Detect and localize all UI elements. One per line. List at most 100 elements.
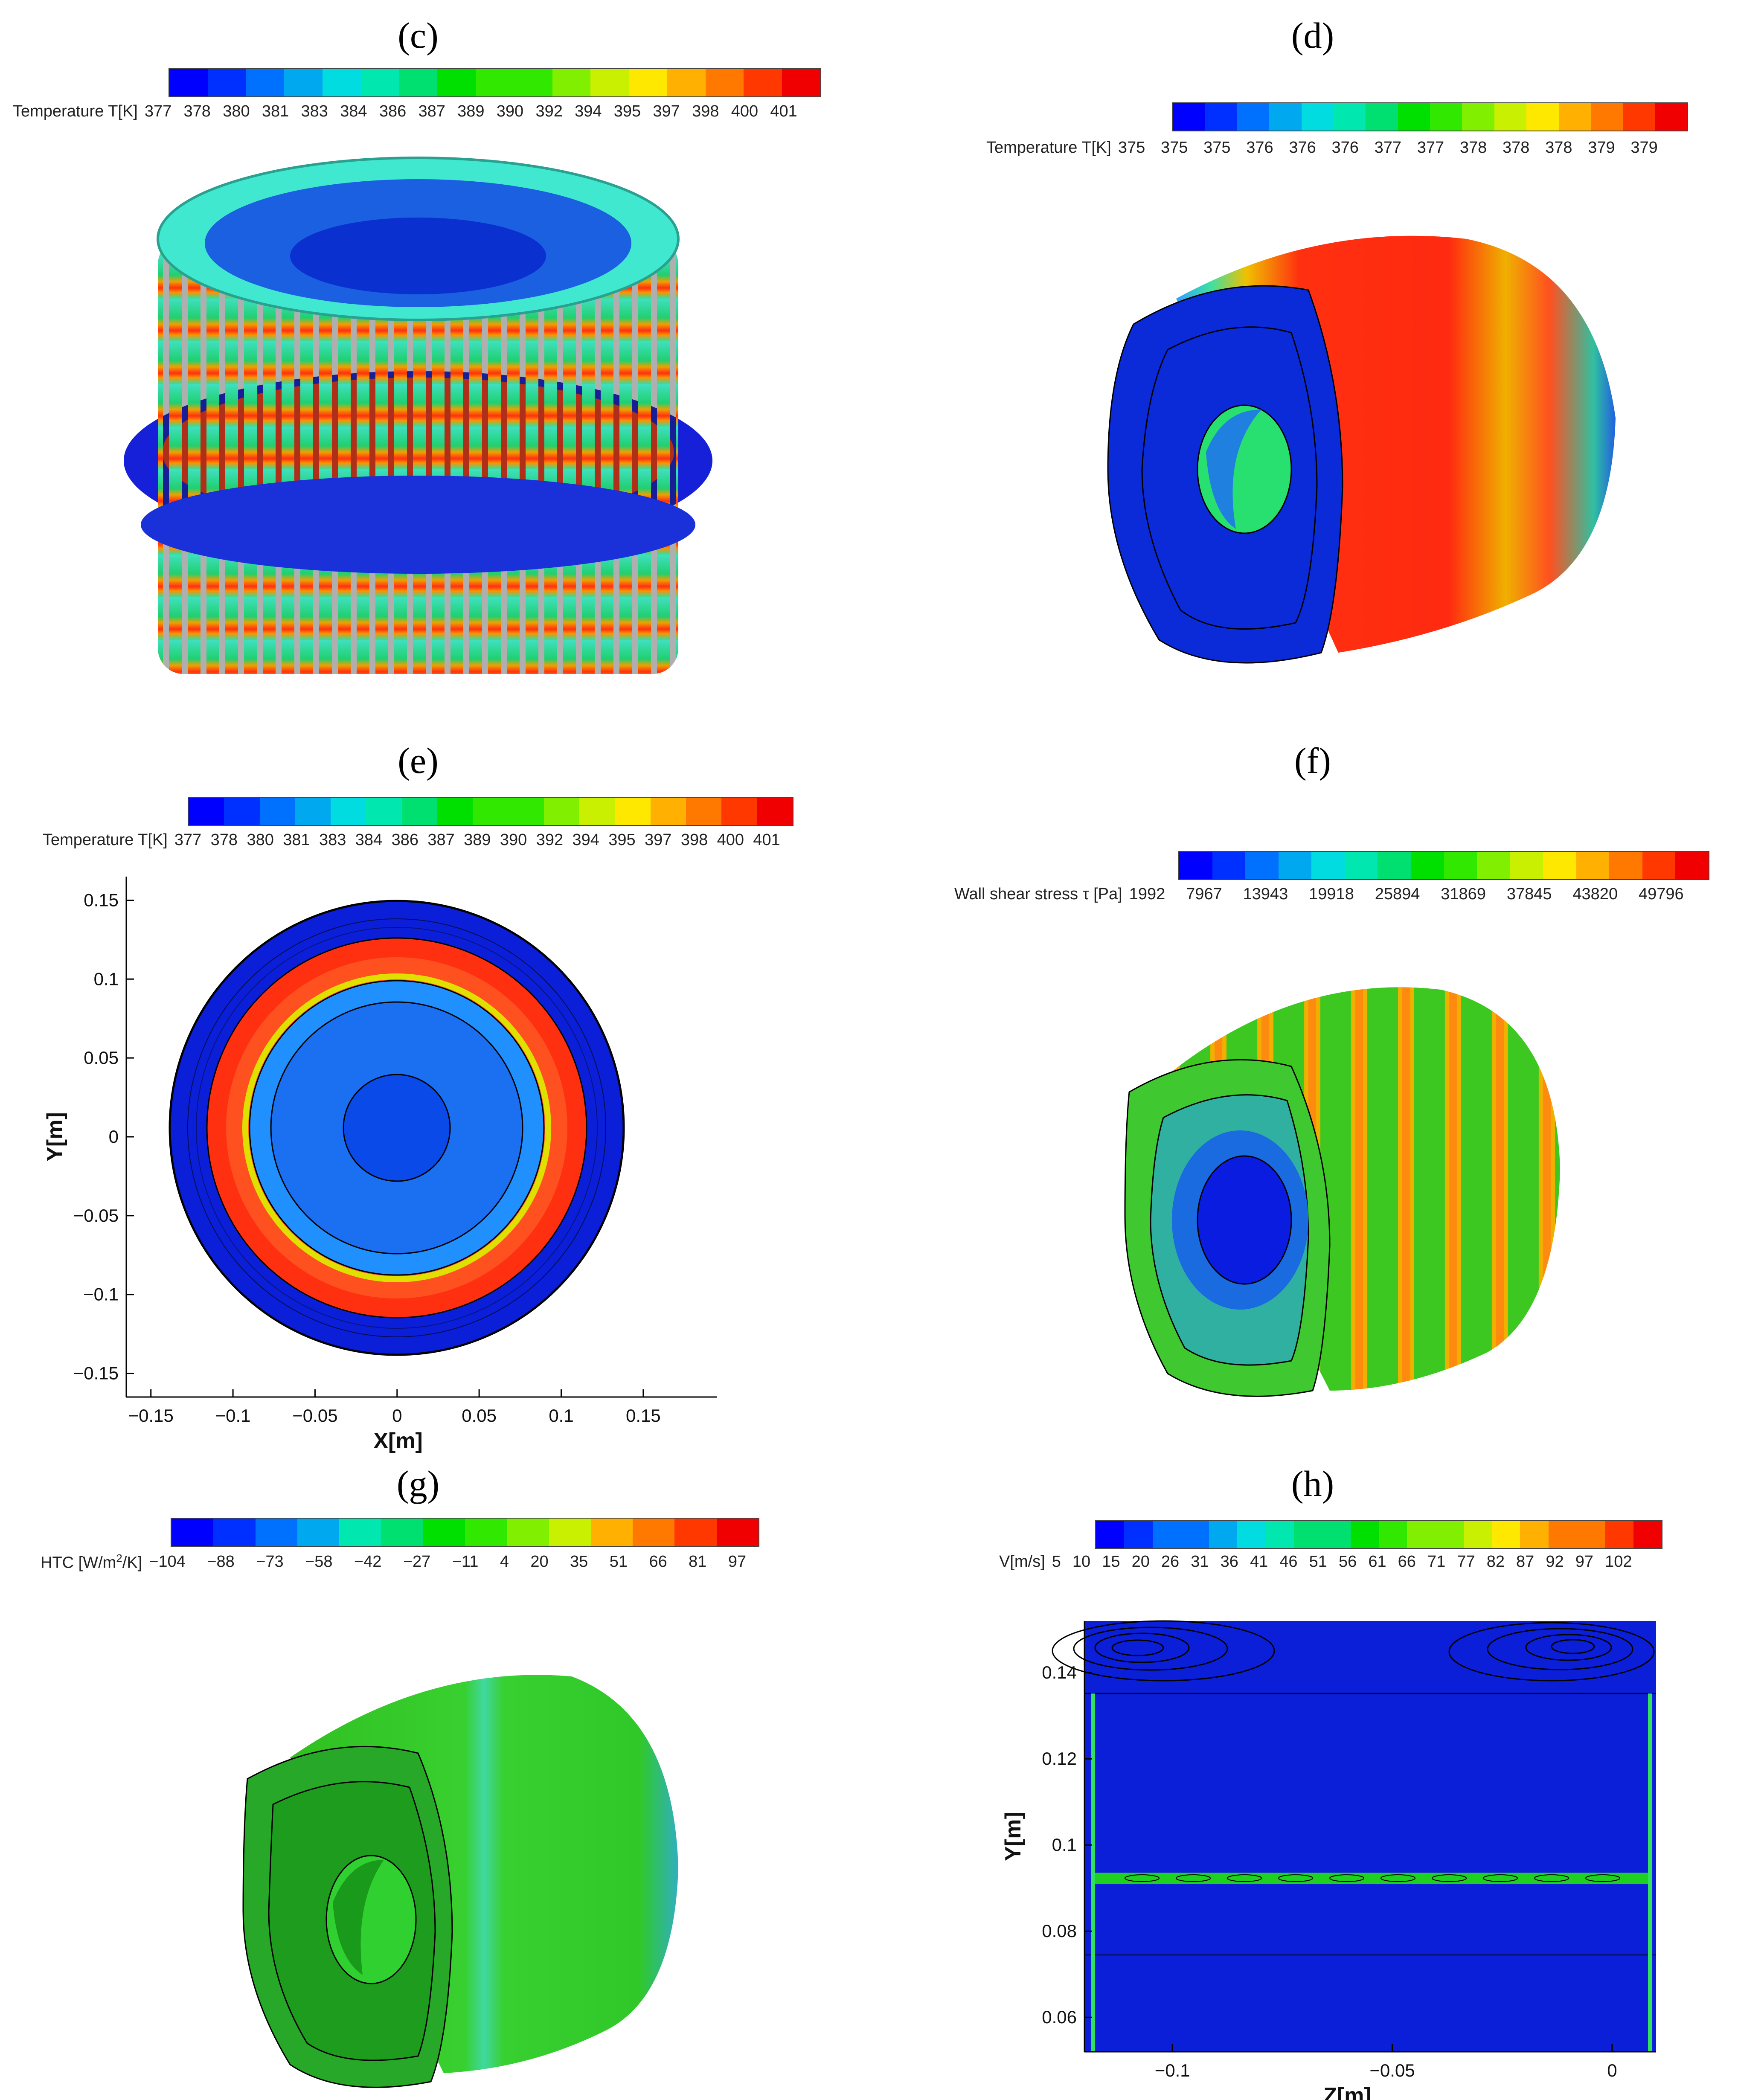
colorbar-segment [1180, 1521, 1209, 1548]
colorbar-tick-label: 87 [1516, 1553, 1535, 1571]
y-tick-label: 0.05 [84, 1048, 119, 1068]
colorbar-segment [1435, 1521, 1464, 1548]
colorbar-segment [1444, 852, 1477, 879]
velocity-field [1052, 1620, 1656, 2052]
y-axis-title: Y[m] [1001, 1812, 1026, 1861]
rotor-htc-render [242, 1675, 678, 2088]
colorbar-tick-label: 398 [692, 102, 719, 120]
colorbar-ticks-g: −104 −88 −73 −58 −42 −27 −11 4 20 35 51 66 81 97 [149, 1553, 746, 1571]
colorbar-tick-label: 395 [608, 831, 636, 849]
colorbar-tick-label: 43820 [1572, 885, 1618, 903]
colorbar-tick-label: 37845 [1506, 885, 1552, 903]
colorbar-segment [1237, 103, 1270, 131]
colorbar-segment [246, 69, 285, 96]
colorbar-title-f: Wall shear stress τ [Pa] [954, 885, 1122, 903]
stator-winding-temperature-render [124, 157, 712, 674]
colorbar-ticks-e: 377 378 380 381 383 384 386 387 389 390 392 394 395 3… [174, 831, 780, 849]
colorbar-segment [297, 1519, 340, 1546]
colorbar-tick-label: 401 [753, 831, 780, 849]
vortex-streamlines-right [1448, 1622, 1655, 1682]
axes-h: −0.1 −0.05 0 0.14 0.12 0.1 0.08 0.06 Z[m] Y[m] [1001, 1621, 1656, 2100]
colorbar-legend-d: Temperature T[K] 375 375 375 376 376 376 377 37… [986, 139, 1658, 157]
end-face-inner-edge [1141, 326, 1318, 630]
colorbar-segment [1322, 1521, 1351, 1548]
colorbar-segment [1265, 1521, 1294, 1548]
colorbar-segment [284, 69, 323, 96]
colorbar-tick-label: 381 [262, 102, 289, 120]
colorbar-segment [744, 69, 782, 96]
colorbar-segment [716, 1519, 759, 1546]
colorbar-tick-label: 378 [1503, 139, 1530, 157]
colorbar-tick-label: 378 [210, 831, 238, 849]
colorbar-segment [1378, 852, 1411, 879]
flange-front-edge [141, 476, 695, 574]
colorbar-segment [1548, 1521, 1577, 1548]
colorbar-segment [1205, 103, 1237, 131]
rotor-temperature-render [1107, 235, 1616, 664]
colorbar-segment [1477, 852, 1510, 879]
colorbar-tick-label: 397 [653, 102, 680, 120]
colorbar-segment [1494, 103, 1527, 131]
colorbar-tick-label: 66 [1398, 1553, 1416, 1571]
colorbar-segment [399, 69, 438, 96]
colorbar-tick-label: 19918 [1309, 885, 1354, 903]
colorbar-segment [1543, 852, 1576, 879]
colorbar-tick-label: 4 [500, 1553, 509, 1571]
colorbar-segment [323, 69, 361, 96]
colorbar-tick-label: 49796 [1638, 885, 1684, 903]
panel-label-f: (f) [1294, 740, 1331, 781]
colorbar-tick-label: 31869 [1441, 885, 1486, 903]
x-tick-label: −0.1 [1155, 2060, 1190, 2080]
colorbar-tick-label: −104 [149, 1553, 186, 1571]
colorbar-segment [782, 69, 821, 96]
x-tick-label: 0.15 [626, 1406, 661, 1426]
colorbar-legend-g: HTC [W/m2/K] −104 −88 −73 −58 −42 −27 −11 4 20 35… [41, 1552, 746, 1572]
colorbar-segment [543, 798, 580, 825]
colorbar-segment [381, 1519, 423, 1546]
panel-d: (d) Temperature T[K] 375 375 375 376 376 376 3… [869, 0, 1738, 725]
colorbar-tick-label: 394 [575, 102, 602, 120]
right-wall-flow [1648, 1693, 1652, 2052]
colorbar-tick-label: −58 [305, 1553, 333, 1571]
colorbar-tick-label: 379 [1588, 139, 1615, 157]
colorbar-segment [401, 798, 438, 825]
colorbar-tick-label: −11 [452, 1553, 479, 1571]
colorbar-segment [1096, 1521, 1125, 1548]
colorbar-segment [360, 69, 399, 96]
colorbar-segment [437, 69, 476, 96]
y-tick-label: 0.14 [1042, 1662, 1077, 1682]
colorbar-tick-label: −27 [403, 1553, 431, 1571]
colorbar-segment [615, 798, 651, 825]
colorbar-f [1178, 851, 1709, 880]
colorbar-segment [667, 69, 706, 96]
colorbar-tick-label: 377 [144, 102, 172, 120]
colorbar-segment [476, 69, 514, 96]
colorbar-segment [1152, 1521, 1181, 1548]
colorbar-segment [633, 1519, 675, 1546]
housing-streamlines-2 [196, 927, 598, 1329]
colorbar-tick-label: 380 [223, 102, 250, 120]
colorbar-tick-label: 15 [1102, 1553, 1120, 1571]
x-tick-label: 0.05 [462, 1406, 497, 1426]
colorbar-segment [1344, 852, 1378, 879]
colorbar-tick-label: 377 [1417, 139, 1444, 157]
y-axis-title: Y[m] [43, 1112, 67, 1162]
colorbar-segment [331, 798, 366, 825]
y-tick-label: 0.1 [1052, 1835, 1077, 1855]
colorbar-legend-e: Temperature T[K] 377 378 380 381 383 384 386 38… [43, 831, 780, 849]
colorbar-segment [1590, 103, 1623, 131]
colorbar-segment [465, 1519, 507, 1546]
colorbar-tick-label: 10 [1072, 1553, 1091, 1571]
colorbar-tick-label: 400 [731, 102, 759, 120]
colorbar-tick-label: 46 [1279, 1553, 1298, 1571]
y-tick-label: 0.12 [1042, 1749, 1077, 1769]
colorbar-segment [1237, 1521, 1266, 1548]
panel-g: (g) HTC [W/m2/K] −104 −88 −73 −58 −42 −27 −11 4… [0, 1450, 869, 2100]
colorbar-tick-label: 51 [609, 1553, 628, 1571]
colorbar-tick-label: 394 [572, 831, 599, 849]
colorbar-segment [1642, 852, 1676, 879]
colorbar-tick-label: 51 [1309, 1553, 1327, 1571]
left-wall-flow [1091, 1693, 1095, 2052]
colorbar-tick-label: 102 [1605, 1553, 1632, 1571]
colorbar-segment [1294, 1521, 1322, 1548]
